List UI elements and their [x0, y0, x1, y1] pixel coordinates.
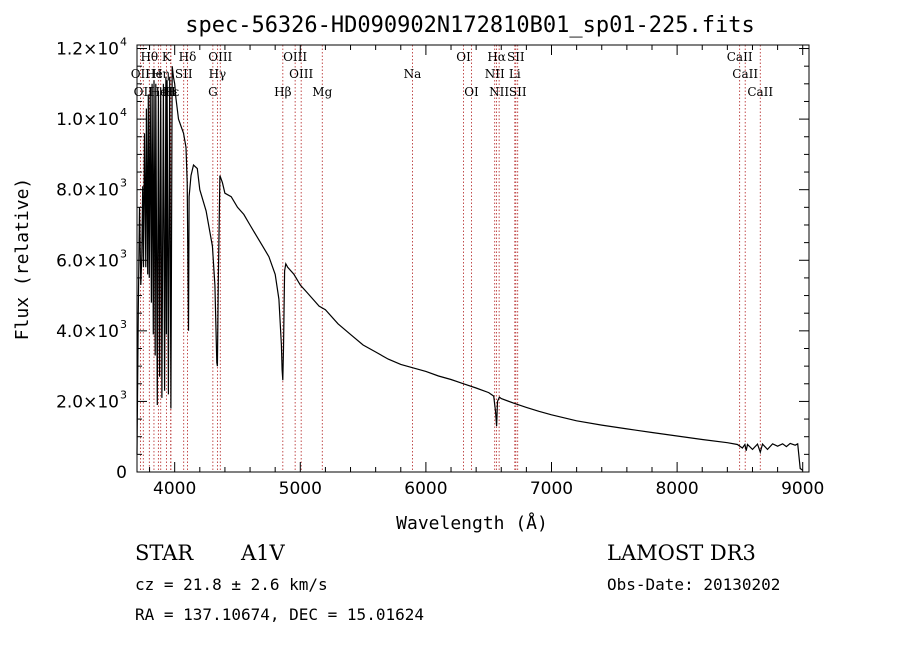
spectral-line-labels: OIIOIIHθHeHeHηKHHεSIIHδGHγOIIIHβOIIIOIII… — [131, 50, 774, 99]
x-axis-ticks: 4000 5000 6000 7000 8000 9000 — [149, 45, 824, 499]
y-tick-exp-6000: 3 — [120, 247, 127, 260]
x-tick-label-7000: 7000 — [530, 479, 573, 499]
line-label-10: Hδ — [179, 50, 197, 64]
line-label-22: Hα — [487, 50, 506, 64]
chart-title: spec-56326-HD090902N172810B01_sp01-225.f… — [185, 13, 755, 38]
spectrum-series-line — [136, 66, 804, 471]
x-tick-label-5000: 5000 — [279, 479, 322, 499]
line-label-18: Na — [404, 67, 422, 81]
line-label-27: CaII — [727, 50, 753, 64]
line-label-12: Hγ — [209, 67, 227, 81]
y-tick-label-12000: 1.2×10 4 — [56, 36, 127, 60]
line-label-24: Li — [509, 67, 521, 81]
x-tick-label-6000: 6000 — [404, 479, 447, 499]
line-label-14: Hβ — [274, 85, 291, 99]
y-tick-base-8000: 8.0×10 — [56, 181, 119, 201]
y-tick-label-0: 0 — [116, 463, 127, 483]
spectral-line-markers — [139, 45, 761, 472]
line-label-6: K — [162, 50, 172, 64]
y-tick-label-2000: 2.0×10 3 — [56, 388, 127, 412]
y-tick-label-4000: 4.0×10 3 — [56, 318, 127, 342]
observation-date: Obs-Date: 20130202 — [607, 575, 780, 594]
line-label-28: CaII — [732, 67, 758, 81]
y-tick-base-10000: 1.0×10 — [56, 110, 119, 130]
survey-name: LAMOST DR3 — [607, 541, 756, 565]
y-tick-exp-10000: 4 — [120, 106, 127, 119]
line-label-15: OIII — [283, 50, 307, 64]
y-tick-exp-12000: 4 — [120, 36, 127, 49]
redshift-cz: cz = 21.8 ± 2.6 km/s — [135, 575, 328, 594]
line-label-13: OIII — [208, 50, 232, 64]
y-tick-base-4000: 4.0×10 — [56, 322, 119, 342]
x-axis-label: Wavelength (Å) — [396, 512, 548, 534]
y-axis-label: Flux (relative) — [12, 178, 33, 341]
line-label-19: OI — [456, 50, 471, 64]
line-label-29: CaII — [747, 85, 773, 99]
line-label-23: NII — [489, 85, 509, 99]
line-label-16: OIII — [289, 67, 313, 81]
line-label-3: He — [145, 67, 163, 81]
plot-frame — [136, 44, 810, 473]
y-axis-ticks: 02.0×10 34.0×10 36.0×10 38.0×10 31.0×10 41.2×… — [56, 36, 809, 483]
line-label-20: OI — [464, 85, 479, 99]
line-label-26: SII — [509, 85, 527, 99]
x-tick-label-8000: 8000 — [655, 479, 698, 499]
coordinates: RA = 137.10674, DEC = 15.01624 — [135, 605, 424, 624]
line-label-21: NII — [485, 67, 505, 81]
y-tick-base-12000: 1.2×10 — [56, 40, 119, 60]
y-tick-base-6000: 6.0×10 — [56, 251, 119, 271]
y-tick-label-8000: 8.0×10 3 — [56, 177, 127, 201]
line-label-9: SII — [175, 67, 193, 81]
object-subclass: A1V — [240, 541, 286, 565]
line-label-8: Hε — [163, 85, 180, 99]
line-label-17: Mg — [312, 85, 332, 99]
line-label-11: G — [208, 85, 218, 99]
y-tick-base-0: 0 — [116, 463, 127, 483]
line-label-2: Hθ — [140, 50, 158, 64]
line-label-25: SII — [507, 50, 525, 64]
line-label-5: Hη — [152, 67, 170, 81]
x-tick-label-4000: 4000 — [153, 479, 196, 499]
x-tick-label-9000: 9000 — [781, 479, 824, 499]
y-tick-label-10000: 1.0×10 4 — [56, 106, 127, 130]
line-label-0: OII — [131, 67, 151, 81]
y-tick-base-2000: 2.0×10 — [56, 392, 119, 412]
y-tick-exp-2000: 3 — [120, 388, 127, 401]
line-label-7: H — [165, 85, 175, 99]
y-tick-exp-8000: 3 — [120, 177, 127, 190]
object-class: STAR — [135, 541, 194, 565]
y-tick-exp-4000: 3 — [120, 318, 127, 331]
y-tick-label-6000: 6.0×10 3 — [56, 247, 127, 271]
